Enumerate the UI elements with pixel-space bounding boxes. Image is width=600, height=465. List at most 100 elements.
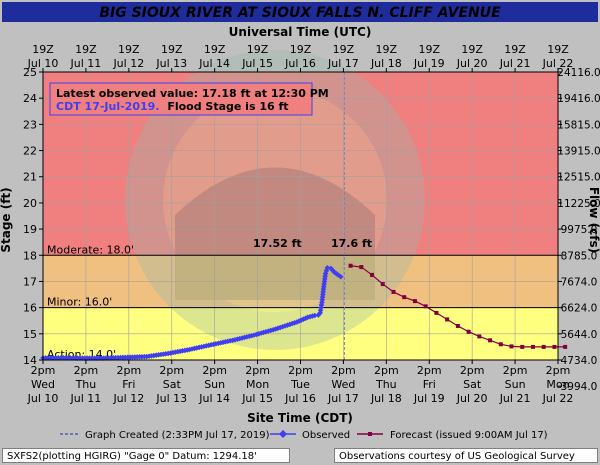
cdt-tick-hour: 2pm <box>374 364 399 377</box>
cdt-tick-day: Thu <box>75 378 97 391</box>
utc-tick-date: Jul 18 <box>370 57 402 70</box>
flood-category-label: Moderate: 18.0' <box>47 243 134 256</box>
observed-point <box>312 312 318 319</box>
watermark-inner-circle <box>163 88 387 312</box>
observed-point <box>220 339 226 346</box>
utc-tick-hour: 19Z <box>418 43 440 56</box>
observed-point <box>321 278 328 285</box>
legend-observed-label: Observed <box>302 430 350 441</box>
flow-tick-label: 11225.0 <box>557 198 600 210</box>
observed-point <box>222 339 229 345</box>
observed-point <box>322 270 329 277</box>
flow-tick-label: 24116.0 <box>557 67 600 79</box>
utc-tick-hour: 19Z <box>32 43 54 56</box>
cdt-tick-hour: 2pm <box>31 364 56 377</box>
cdt-tick-day: Fri <box>423 378 436 391</box>
cdt-tick-day: Thu <box>375 378 397 391</box>
cdt-tick-hour: 2pm <box>331 364 356 377</box>
cdt-tick-hour: 2pm <box>546 364 571 377</box>
y-tick-label: 23 <box>23 118 37 131</box>
y-tick-label: 25 <box>23 66 37 79</box>
utc-tick-date: Jul 20 <box>456 57 488 70</box>
forecast-series <box>348 263 568 349</box>
datum-info: SXFS2(plotting HGIRG) "Gage 0" Datum: 12… <box>2 448 290 463</box>
forecast-point <box>477 334 482 339</box>
observed-point <box>315 312 322 318</box>
forecast-point <box>563 344 568 349</box>
cdt-tick-date: Jul 21 <box>499 392 531 405</box>
cdt-tick-date: Jul 11 <box>70 392 102 405</box>
observed-point <box>253 331 260 338</box>
observed-point <box>239 335 245 341</box>
cdt-tick-hour: 2pm <box>74 364 99 377</box>
observed-point <box>284 322 291 328</box>
observed-point <box>328 265 334 272</box>
forecast-point <box>520 344 525 349</box>
flow-tick-label: 15815.0 <box>557 119 600 131</box>
observed-point <box>286 321 293 328</box>
forecast-point <box>466 329 471 334</box>
observed-point <box>167 350 174 356</box>
forecast-point <box>509 344 514 349</box>
legend-forecast-label: Forecast (issued 9:00AM Jul 17) <box>390 430 548 441</box>
cdt-tick-date: Jul 10 <box>27 392 59 405</box>
observed-series <box>40 265 344 361</box>
observed-point <box>203 343 210 349</box>
flow-tick-label: 5644.0 <box>561 329 598 341</box>
cdt-tick-day: Sat <box>463 378 482 391</box>
y-tick-label: 16 <box>23 302 37 315</box>
cdt-tick-day: Sun <box>505 378 526 391</box>
observed-point <box>241 334 248 341</box>
flow-tick-label: 12515.0 <box>557 172 600 184</box>
cdt-tick-day: Mon <box>246 378 269 391</box>
y-axis-label: Stage (ft) <box>0 187 13 252</box>
cdt-tick-date: Jul 19 <box>413 392 445 405</box>
observed-point <box>260 329 267 336</box>
flow-tick-label: 19416.0 <box>557 93 600 105</box>
observed-point <box>232 336 238 343</box>
cdt-tick-date: Jul 20 <box>456 392 488 405</box>
cdt-tick-hour: 2pm <box>202 364 227 377</box>
flood-category-label: Minor: 16.0' <box>47 296 112 309</box>
observed-point <box>215 340 222 347</box>
y-tick-label: 21 <box>23 171 37 184</box>
observed-point <box>177 348 183 355</box>
forecast-point <box>488 338 493 343</box>
observed-point <box>335 272 342 279</box>
observed-point <box>234 336 241 342</box>
utc-tick-hour: 19Z <box>247 43 269 56</box>
utc-tick-date: Jul 17 <box>327 57 359 70</box>
forecast-point <box>370 272 375 277</box>
y-tick-label: 20 <box>23 197 37 210</box>
observed-point <box>236 335 243 342</box>
cdt-tick-day: Sat <box>163 378 182 391</box>
cdt-tick-date: Jul 22 <box>542 392 574 405</box>
cdt-tick-date: Jul 18 <box>370 392 402 405</box>
utc-tick-hour: 19Z <box>290 43 312 56</box>
observed-point <box>196 344 202 351</box>
watermark-bird <box>175 167 375 300</box>
y-tick-label: 24 <box>23 92 37 105</box>
y-tick-label: 22 <box>23 145 37 158</box>
utc-tick-hour: 19Z <box>461 43 483 56</box>
observed-point <box>227 338 233 344</box>
observed-point <box>186 346 193 353</box>
utc-tick-date: Jul 22 <box>542 57 574 70</box>
observed-point <box>208 342 214 348</box>
forecast-point <box>530 344 535 349</box>
forecast-point <box>498 342 503 347</box>
title-bar <box>2 2 598 22</box>
observed-point <box>320 289 326 295</box>
observed-point <box>319 296 326 303</box>
observed-point <box>265 328 272 334</box>
observed-point <box>333 270 340 277</box>
observed-point <box>205 342 212 349</box>
utc-tick-hour: 19Z <box>118 43 140 56</box>
forecast-point <box>552 344 557 349</box>
annotation-forecast-peak: 17.6 ft <box>331 237 372 250</box>
utc-tick-hour: 19Z <box>504 43 526 56</box>
observed-point <box>191 345 198 352</box>
note-line-2: CDT 17-Jul-2019. Flood Stage is 16 ft <box>56 100 289 113</box>
